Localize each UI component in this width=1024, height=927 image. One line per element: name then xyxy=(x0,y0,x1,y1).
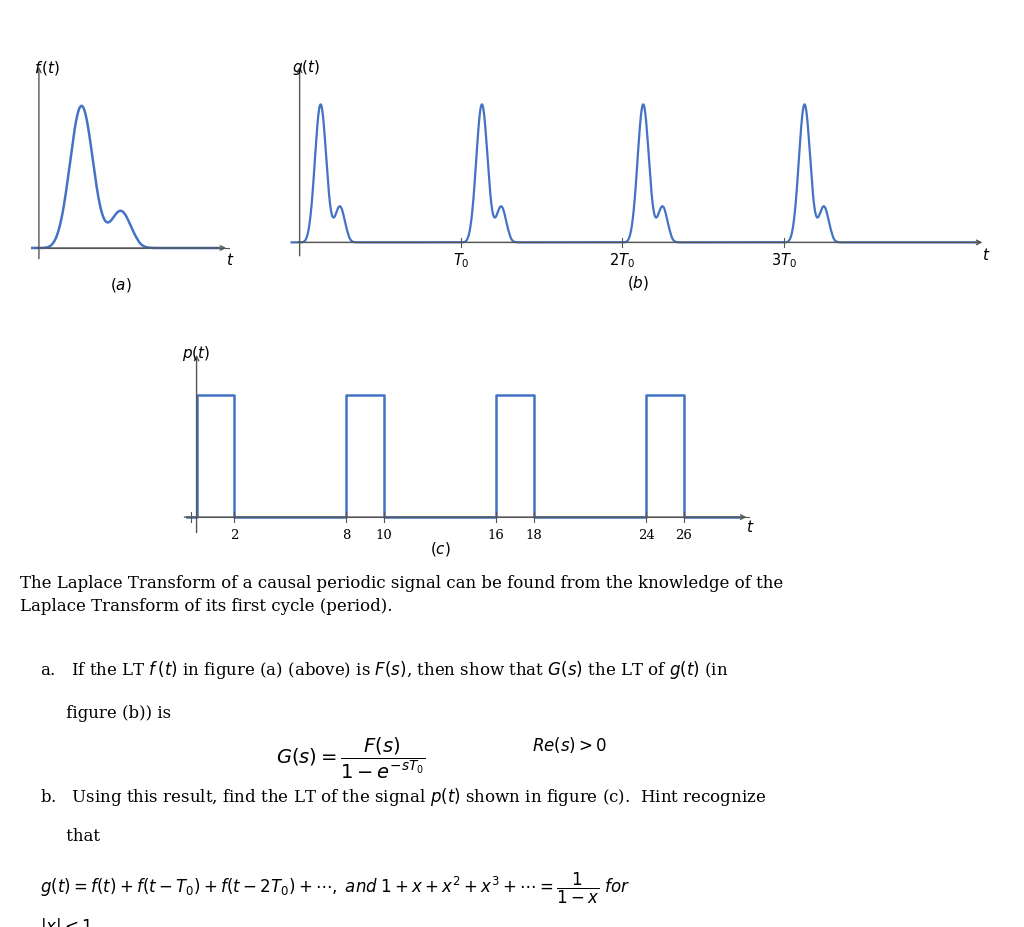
Text: $t$: $t$ xyxy=(982,248,990,263)
Text: 8: 8 xyxy=(342,529,350,542)
Text: figure (b)) is: figure (b)) is xyxy=(40,705,171,722)
Text: $g(t) = f(t) + f(t - T_0) + f(t - 2T_0) + \cdots,\; and\; 1 + x + x^2 + x^3 + \c: $g(t) = f(t) + f(t - T_0) + f(t - 2T_0) … xyxy=(40,870,630,906)
Text: 18: 18 xyxy=(525,529,542,542)
Text: 24: 24 xyxy=(638,529,654,542)
Text: $3T_0$: $3T_0$ xyxy=(771,251,797,270)
Text: $t$: $t$ xyxy=(745,519,754,535)
Text: $Re(s) > 0$: $Re(s) > 0$ xyxy=(531,735,607,755)
Text: 10: 10 xyxy=(376,529,392,542)
Text: a.   If the LT $f\,(t)$ in figure (a) (above) is $F(s)$, then show that $G(s)$ t: a. If the LT $f\,(t)$ in figure (a) (abo… xyxy=(40,659,728,681)
Text: 2: 2 xyxy=(229,529,239,542)
Text: b.   Using this result, find the LT of the signal $p(t)$ shown in figure (c).  H: b. Using this result, find the LT of the… xyxy=(40,786,766,808)
Text: $g(t)$: $g(t)$ xyxy=(292,57,319,77)
Text: $T_0$: $T_0$ xyxy=(453,251,469,270)
Text: $|x| < 1.$: $|x| < 1.$ xyxy=(40,917,97,927)
Text: $(c)$: $(c)$ xyxy=(430,540,451,558)
Text: 16: 16 xyxy=(487,529,505,542)
Text: $(a)$: $(a)$ xyxy=(110,276,132,294)
Text: $(b)$: $(b)$ xyxy=(628,274,649,292)
Text: The Laplace Transform of a causal periodic signal can be found from the knowledg: The Laplace Transform of a causal period… xyxy=(20,575,783,616)
Text: $2T_0$: $2T_0$ xyxy=(609,251,635,270)
Text: $p(t)$: $p(t)$ xyxy=(181,344,210,363)
Text: $f\,(t)$: $f\,(t)$ xyxy=(34,58,60,77)
Text: 26: 26 xyxy=(675,529,692,542)
Text: $G(s) = \dfrac{F(s)}{1 - e^{-sT_0}}$: $G(s) = \dfrac{F(s)}{1 - e^{-sT_0}}$ xyxy=(276,735,426,781)
Text: that: that xyxy=(40,829,100,845)
Text: $t$: $t$ xyxy=(225,252,234,268)
